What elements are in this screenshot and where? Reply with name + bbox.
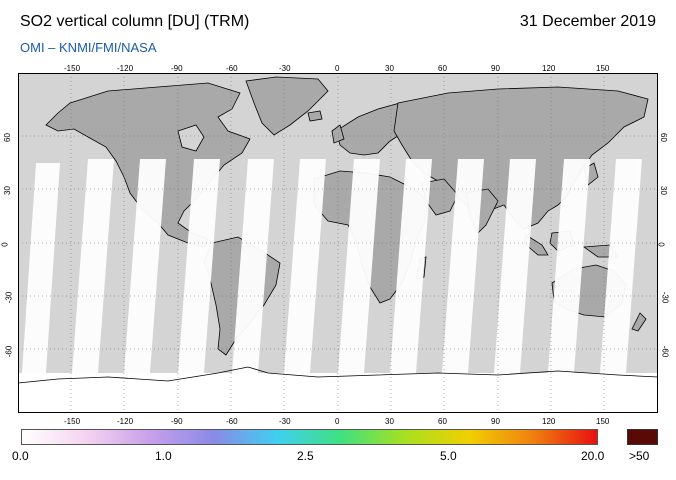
- lon-label-top-m60: -60: [226, 64, 238, 73]
- graticule: [18, 73, 658, 413]
- satellite-swaths: [22, 159, 642, 373]
- swath-9: [442, 159, 484, 373]
- lon-label-top-30: 30: [385, 64, 394, 73]
- lon-label-bot-120: 120: [542, 417, 556, 426]
- map-date: 31 December 2019: [519, 13, 656, 30]
- antarctica-coast: [17, 366, 659, 384]
- map-frame: [18, 73, 658, 413]
- lon-label-bot-m60: -60: [226, 417, 238, 426]
- lon-label-bot-0: 0: [335, 417, 340, 426]
- lon-label-bot-60: 60: [438, 417, 447, 426]
- lat-label-left-60: 60: [2, 133, 12, 142]
- swath-11: [548, 159, 590, 373]
- lat-label-right-30: 30: [658, 186, 668, 195]
- lon-label-top-0: 0: [335, 64, 340, 73]
- colorbar-label-1: 1.0: [155, 449, 172, 463]
- colorbar-label-2: 2.5: [297, 449, 314, 463]
- swath-12: [600, 159, 642, 373]
- lon-label-top-m120: -120: [117, 64, 134, 73]
- world-map: [17, 73, 659, 413]
- swath-7: [338, 159, 380, 373]
- lon-label-top-m90: -90: [171, 64, 183, 73]
- iceland: [307, 110, 323, 122]
- swath-1: [22, 163, 60, 373]
- so2-map-svg: [17, 73, 659, 413]
- lon-label-bot-m150: -150: [64, 417, 81, 426]
- greenland: [245, 76, 329, 136]
- lon-label-top-m150: -150: [64, 64, 81, 73]
- swath-3: [124, 159, 166, 373]
- data-source: OMI – KNMI/FMI/NASA: [20, 40, 157, 55]
- swath-5: [232, 159, 274, 373]
- hudson-bay: [177, 124, 205, 152]
- new-zealand: [631, 312, 647, 332]
- lon-label-bot-m30: -30: [279, 417, 291, 426]
- swath-8: [390, 159, 432, 373]
- lon-label-top-m30: -30: [279, 64, 291, 73]
- swath-10: [494, 159, 536, 373]
- so2-colorbar: [21, 429, 598, 445]
- lon-label-bot-90: 90: [491, 417, 500, 426]
- lat-label-right-0: 0: [656, 242, 666, 247]
- lon-label-bot-150: 150: [596, 417, 610, 426]
- lon-label-top-90: 90: [491, 64, 500, 73]
- colorbar-label-0: 0.0: [12, 449, 29, 463]
- swath-2: [72, 159, 114, 373]
- map-title: SO2 vertical column [DU] (TRM): [20, 13, 250, 30]
- lat-label-left-30: 30: [2, 186, 12, 195]
- lat-label-left-m30: -30: [4, 291, 14, 304]
- swath-6: [284, 159, 326, 373]
- lon-label-bot-m90: -90: [171, 417, 183, 426]
- lat-label-right-m60: -60: [660, 345, 670, 358]
- lat-label-left-0: 0: [0, 242, 10, 247]
- swath-4: [178, 159, 220, 373]
- lat-label-right-m30: -30: [660, 291, 670, 304]
- lon-label-bot-30: 30: [385, 417, 394, 426]
- lon-label-top-60: 60: [438, 64, 447, 73]
- colorbar-label-4: 20.0: [581, 449, 605, 463]
- colorbar-max-box: [627, 429, 658, 445]
- colorbar-label-3: 5.0: [440, 449, 457, 463]
- lat-label-right-60: 60: [658, 133, 668, 142]
- lon-label-top-120: 120: [542, 64, 556, 73]
- colorbar-label-max: >50: [629, 449, 650, 463]
- lat-label-left-m60: -60: [4, 345, 14, 358]
- lon-label-top-150: 150: [596, 64, 610, 73]
- lon-label-bot-m120: -120: [117, 417, 134, 426]
